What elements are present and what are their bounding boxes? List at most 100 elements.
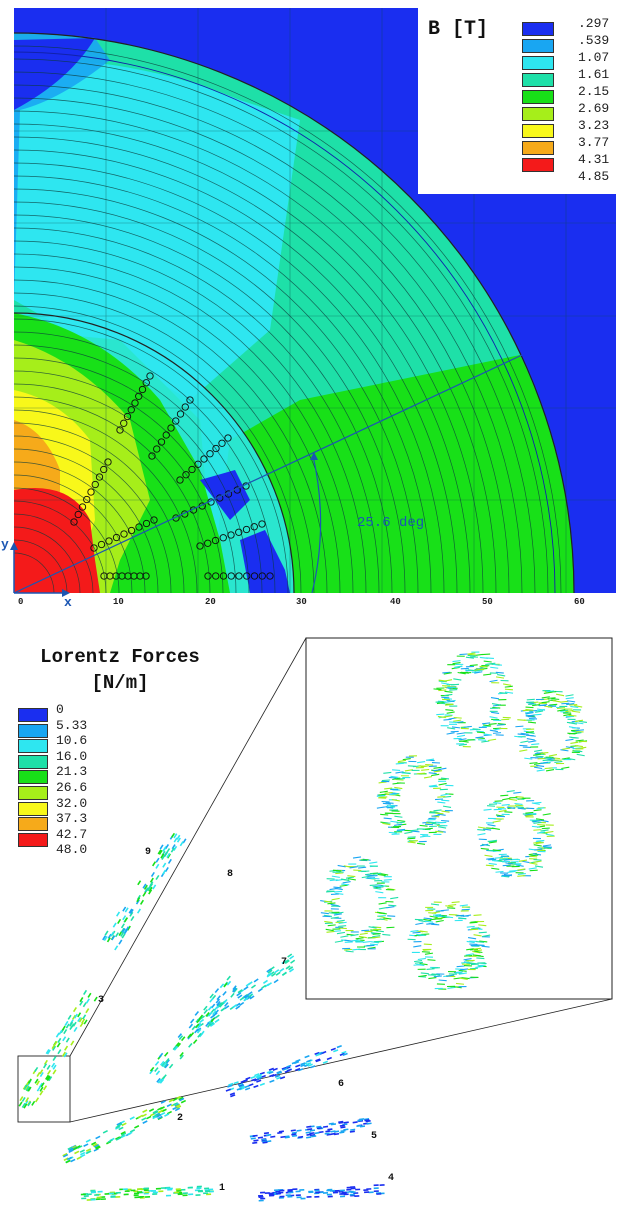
coil-turn: [212, 444, 220, 453]
legend-swatch: [522, 141, 554, 155]
legend-label: 0: [56, 702, 64, 717]
flux-line: [14, 162, 445, 593]
coil-turn: [227, 572, 235, 580]
flux-line: [14, 422, 185, 593]
coil-blocks: [70, 372, 274, 580]
flux-line: [14, 123, 484, 593]
coil-turn: [135, 523, 143, 531]
coil-turn: [212, 572, 220, 580]
flux-line: [14, 97, 510, 593]
flux-line: [14, 227, 380, 593]
coil-turn: [131, 399, 139, 407]
coil-turn: [206, 450, 214, 458]
flux-line: [14, 461, 146, 593]
force-block: [195, 953, 296, 1032]
flux-lines: [14, 32, 575, 593]
legend-swatch: [522, 107, 554, 121]
coil-turn: [167, 424, 175, 432]
legend-label: 16.0: [56, 748, 88, 764]
flux-line: [14, 58, 549, 593]
legend-swatch: [522, 22, 554, 36]
legend-swatch: [522, 158, 554, 172]
block-label: 7: [281, 957, 287, 968]
legend-swatch: [522, 90, 554, 104]
flux-line: [14, 110, 497, 593]
coil-turn: [182, 471, 190, 479]
legend-swatch: [18, 832, 48, 847]
x-tick-label: 40: [390, 597, 401, 607]
flux-line: [14, 344, 263, 593]
flux-line: [14, 409, 198, 593]
field-legend: B [T] .297 .539 1.07 1.61 2.15 2.69 3.23 3.77 4.…: [418, 8, 616, 194]
coil-turn: [100, 465, 108, 474]
flux-line: [14, 487, 120, 593]
flux-line: [14, 526, 81, 593]
coil-turn: [138, 385, 147, 394]
coil-turn: [120, 419, 128, 427]
outer-blue-contour: [14, 51, 556, 593]
coil-turn: [142, 379, 150, 387]
zoom-connector-top: [69, 637, 307, 1057]
coil-turn: [219, 534, 227, 542]
x-tick-label: 20: [205, 597, 216, 607]
yoke-cyan-region: [14, 59, 300, 593]
flux-line: [14, 240, 367, 593]
angle-arc: [311, 455, 322, 593]
flux-line: [14, 370, 237, 593]
flux-line: [14, 201, 406, 593]
y-axis-label: y: [1, 537, 9, 552]
coil-turn: [142, 519, 151, 528]
coil-turn: [146, 372, 154, 380]
block-label: 1: [219, 1183, 225, 1194]
inset-coil-section: [407, 901, 491, 990]
inset-coil-section: [477, 790, 555, 878]
coil-turn: [112, 533, 121, 542]
forces-plot: 1 2 3 4 5 6 7 8 9: [17, 637, 613, 1202]
zoom-connector-bottom: [69, 998, 613, 1123]
coil-turn: [218, 439, 226, 447]
coil-turn: [235, 528, 243, 536]
legend-label: 1.07: [578, 50, 610, 65]
coil-turn: [105, 537, 113, 545]
flux-line: [14, 279, 328, 593]
legend-swatch: [18, 817, 48, 832]
coil-turn: [135, 392, 143, 400]
legend-swatch: [18, 739, 48, 754]
coil-turn: [176, 476, 184, 484]
force-block: [249, 1118, 372, 1145]
legend-label: 5.33: [56, 717, 88, 733]
coil-red-zone: [14, 488, 100, 593]
inset-coil-section: [376, 755, 454, 845]
block-label: 2: [177, 1113, 183, 1124]
coil-turn: [196, 542, 204, 550]
block-label: 4: [388, 1173, 394, 1184]
coil-turn: [70, 518, 78, 526]
coil-turn: [157, 438, 166, 446]
coil-turn: [204, 572, 212, 580]
coil-turn: [78, 503, 87, 511]
block-label: 8: [227, 869, 233, 880]
coil-turn: [258, 572, 266, 580]
flux-line: [14, 474, 133, 593]
coil-turn: [148, 452, 156, 460]
angle-label: 25.6 deg: [357, 515, 424, 531]
flux-line: [14, 71, 536, 593]
legend-label: 10.6: [56, 733, 88, 749]
coil-turn: [227, 531, 235, 539]
coil-turn: [181, 403, 189, 411]
flux-line: [14, 396, 211, 593]
force-block: [62, 1095, 187, 1164]
legend-swatch: [522, 39, 554, 53]
legend-label: 2.15: [578, 84, 610, 99]
yoke-outer-boundary: [14, 32, 575, 593]
field-map-panel: 25.6 deg x y 0 10 20 30 40 50 60 B [T] .297 .53…: [1, 8, 616, 610]
flux-line: [14, 500, 107, 593]
coil-turn: [127, 526, 136, 535]
coil-turn: [258, 520, 266, 528]
coil-turn: [186, 396, 194, 404]
lorentz-forces-panel: Lorentz Forces [N/m] 0 5.33 10.6 16.0 21.3 26…: [0, 610, 621, 1206]
flux-line: [14, 136, 471, 593]
legend-label: 4.85: [578, 169, 610, 184]
coil-turn: [194, 460, 202, 468]
coil-turn: [224, 434, 232, 442]
